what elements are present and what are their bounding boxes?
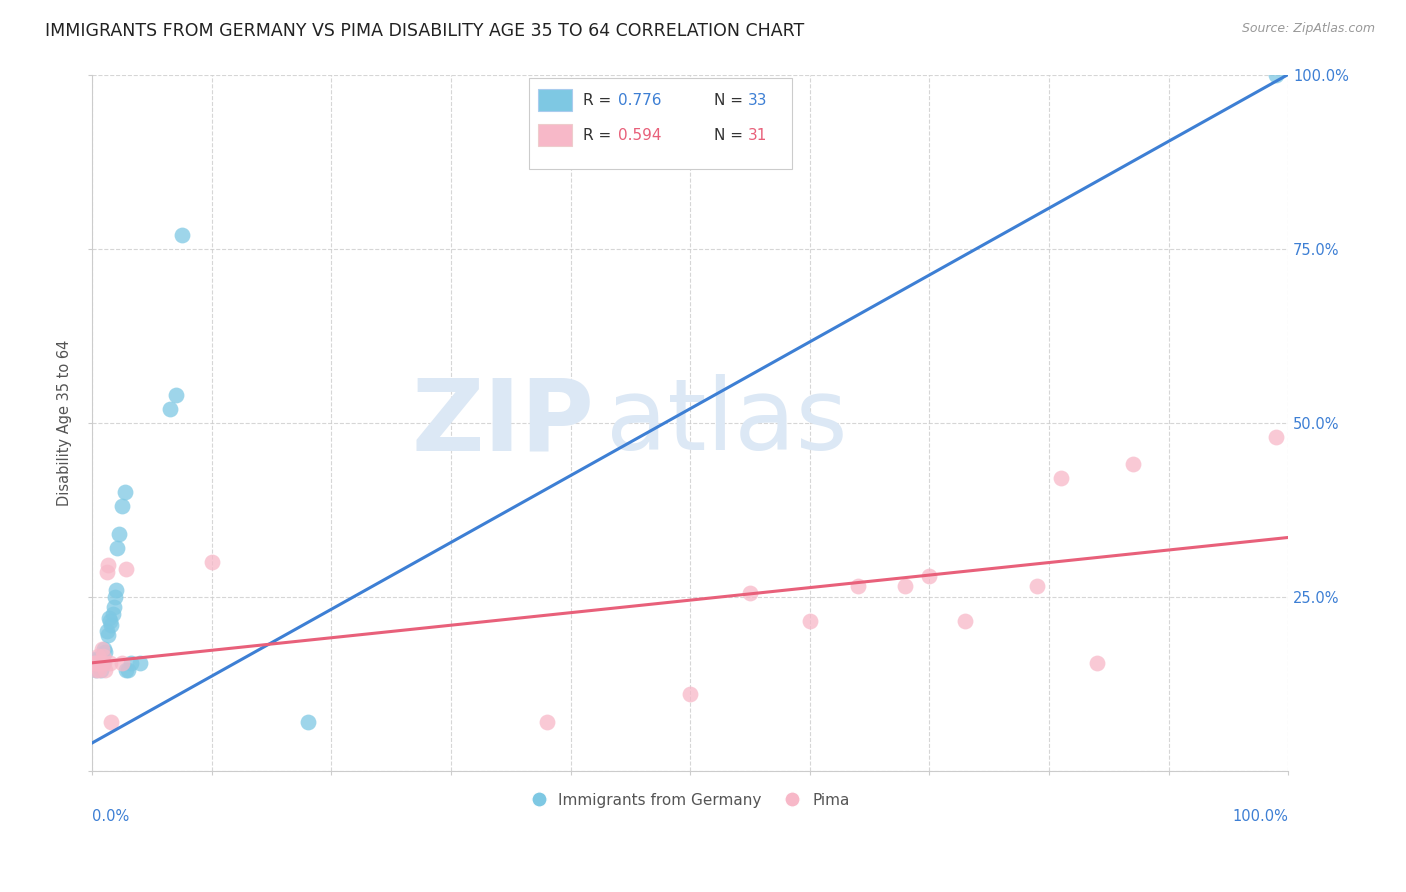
Point [90,663,112,677]
Point [105,582,128,597]
Text: N =: N = [714,93,748,108]
Point [96,624,118,639]
Point [89,656,111,670]
Point [111,499,134,513]
Point [1050,471,1073,485]
Point [114,562,136,576]
Point [83,652,105,666]
Point [97,628,120,642]
Point [83,656,105,670]
Point [86,656,108,670]
Point [84,663,107,677]
Point [83,656,105,670]
Point [87,648,110,663]
Point [201,555,224,569]
Point [97,558,120,573]
Text: 33: 33 [748,93,768,108]
Point [894,579,917,593]
Point [846,579,869,593]
Point [159,401,181,416]
Point [87,652,110,666]
Point [1085,656,1108,670]
Point [738,586,761,600]
Text: 0.776: 0.776 [619,93,662,108]
Point [297,714,319,729]
Text: IMMIGRANTS FROM GERMANY VS PIMA DISABILITY AGE 35 TO 64 CORRELATION CHART: IMMIGRANTS FROM GERMANY VS PIMA DISABILI… [45,22,804,40]
Text: R =: R = [582,128,616,143]
Point [94,663,117,677]
Point [98,614,121,628]
Point [955,614,977,628]
Text: 100.0%: 100.0% [1232,809,1288,824]
Point [170,227,193,242]
Point [129,656,152,670]
Point [96,566,118,580]
Point [536,714,558,729]
Point [100,617,122,632]
FancyBboxPatch shape [529,78,792,169]
Point [93,656,115,670]
Point [91,648,114,663]
Point [111,656,134,670]
Text: ZIP: ZIP [412,374,595,471]
Point [100,714,122,729]
Point [90,641,112,656]
Point [1265,68,1288,82]
Point [117,663,139,677]
Point [94,645,117,659]
Point [89,663,111,677]
Point [799,614,821,628]
Point [1026,579,1049,593]
Text: 31: 31 [748,128,768,143]
Text: 0.0%: 0.0% [93,809,129,824]
Point [86,656,108,670]
Point [107,541,129,555]
Point [83,656,105,670]
Text: N =: N = [714,128,748,143]
FancyBboxPatch shape [538,89,572,112]
Point [1122,458,1144,472]
Point [101,607,124,621]
FancyBboxPatch shape [538,124,572,146]
Point [114,663,136,677]
Point [98,610,121,624]
Point [103,600,125,615]
Point [98,656,121,670]
Point [679,687,702,701]
Point [104,590,127,604]
Text: 0.594: 0.594 [619,128,662,143]
Point [120,656,142,670]
Point [114,485,136,500]
Point [107,527,129,541]
Point [90,648,112,663]
Point [165,388,187,402]
Text: atlas: atlas [606,374,848,471]
Point [91,656,114,670]
Point [918,568,941,582]
Text: R =: R = [582,93,616,108]
Point [84,663,107,677]
Point [93,641,115,656]
Legend: Immigrants from Germany, Pima: Immigrants from Germany, Pima [523,785,858,815]
Point [90,656,112,670]
Text: Source: ZipAtlas.com: Source: ZipAtlas.com [1241,22,1375,36]
Y-axis label: Disability Age 35 to 64: Disability Age 35 to 64 [58,340,72,506]
Point [1265,429,1288,443]
